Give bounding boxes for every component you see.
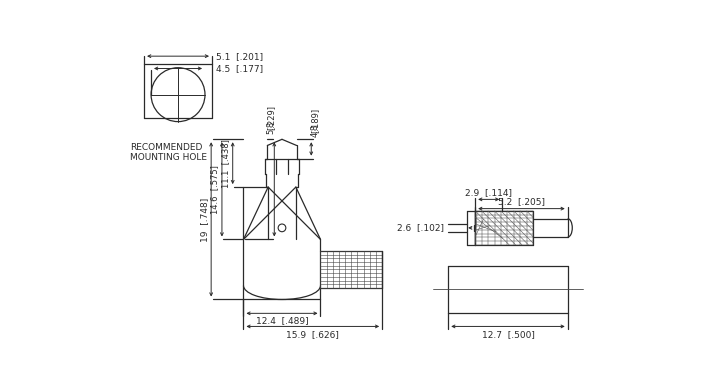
Text: 12.4  [.489]: 12.4 [.489] [256, 317, 308, 326]
Text: 4.5  [.177]: 4.5 [.177] [216, 64, 263, 73]
Text: 11.1  [.438]: 11.1 [.438] [222, 139, 230, 188]
Text: MOUNTING HOLE: MOUNTING HOLE [130, 152, 207, 161]
Text: 12.7  [.500]: 12.7 [.500] [482, 330, 534, 339]
Text: 4.8: 4.8 [310, 124, 320, 137]
Text: RECOMMENDED: RECOMMENDED [130, 143, 202, 152]
Text: 2.6  [.102]: 2.6 [.102] [397, 223, 444, 232]
Text: 15.9  [.626]: 15.9 [.626] [287, 330, 339, 339]
Text: 14.6  [.575]: 14.6 [.575] [211, 165, 220, 214]
Text: [.229]: [.229] [266, 105, 275, 130]
Text: [.189]: [.189] [310, 108, 320, 133]
Text: 5.1  [.201]: 5.1 [.201] [216, 52, 263, 61]
Text: 5.8: 5.8 [266, 121, 275, 135]
Text: 5.2  [.205]: 5.2 [.205] [498, 197, 545, 206]
Text: 2.9  [.114]: 2.9 [.114] [465, 188, 512, 197]
Text: 19  [.748]: 19 [.748] [201, 197, 210, 242]
